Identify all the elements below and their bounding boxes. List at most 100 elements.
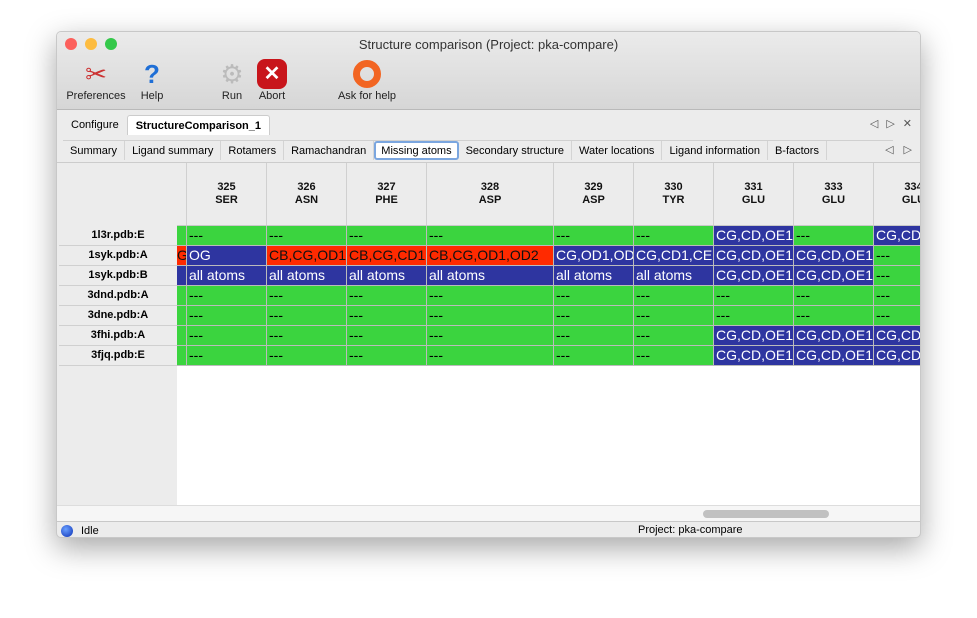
table-cell[interactable]: --- — [634, 286, 714, 306]
table-cell[interactable]: --- — [267, 286, 347, 306]
scrollbar-thumb[interactable] — [703, 510, 829, 518]
table-cell[interactable] — [177, 226, 187, 246]
row-header[interactable]: 1syk.pdb:A — [59, 246, 177, 266]
subtab-prev-icon[interactable]: ◁ — [885, 144, 894, 156]
table-cell[interactable]: --- — [267, 346, 347, 366]
ask-for-help-button[interactable]: Ask for help — [333, 58, 401, 102]
subtab-secondary-structure[interactable]: Secondary structure — [459, 141, 573, 160]
table-cell[interactable]: CG,CD — [874, 326, 920, 346]
row-header[interactable]: 1l3r.pdb:E — [59, 226, 177, 246]
column-header[interactable]: 330 TYR — [634, 163, 714, 226]
column-header[interactable]: 328 ASP — [427, 163, 554, 226]
table-cell[interactable]: --- — [347, 286, 427, 306]
table-cell[interactable]: --- — [634, 306, 714, 326]
table-cell[interactable]: --- — [347, 306, 427, 326]
table-cell[interactable]: --- — [187, 306, 267, 326]
table-cell[interactable]: --- — [347, 346, 427, 366]
table-cell[interactable]: --- — [634, 346, 714, 366]
column-header[interactable]: 333 GLU — [794, 163, 874, 226]
row-header[interactable]: 3fjq.pdb:E — [59, 346, 177, 366]
table-cell[interactable]: --- — [427, 286, 554, 306]
help-button[interactable]: ? Help — [135, 58, 169, 103]
table-cell[interactable]: CG,CD,OE1 — [794, 326, 874, 346]
table-cell[interactable]: --- — [267, 226, 347, 246]
table-cell[interactable]: --- — [634, 326, 714, 346]
table-cell[interactable]: CG,CD,OE1 — [714, 346, 794, 366]
table-cell[interactable]: --- — [187, 226, 267, 246]
table-cell[interactable] — [177, 346, 187, 366]
table-cell[interactable]: CG,OD1,OD — [554, 246, 634, 266]
table-cell[interactable]: --- — [794, 226, 874, 246]
table-cell[interactable]: --- — [187, 286, 267, 306]
minimize-window-button[interactable] — [85, 38, 97, 50]
table-cell[interactable]: all atoms — [347, 266, 427, 286]
subtab-ramachandran[interactable]: Ramachandran — [284, 141, 375, 160]
subtab-water-locations[interactable]: Water locations — [572, 141, 663, 160]
column-header[interactable]: 326 ASN — [267, 163, 347, 226]
table-cell[interactable]: --- — [794, 286, 874, 306]
table-cell[interactable]: --- — [554, 326, 634, 346]
table-cell[interactable]: OG — [187, 246, 267, 266]
tab-configure[interactable]: Configure — [71, 119, 119, 131]
table-cell[interactable]: G — [177, 246, 187, 266]
close-window-button[interactable] — [65, 38, 77, 50]
column-header[interactable]: 327 PHE — [347, 163, 427, 226]
table-cell[interactable] — [177, 326, 187, 346]
table-cell[interactable]: CG,CD — [874, 226, 920, 246]
row-header[interactable]: 3fhi.pdb:A — [59, 326, 177, 346]
table-cell[interactable]: --- — [187, 326, 267, 346]
row-header[interactable]: 3dnd.pdb:A — [59, 286, 177, 306]
subtab-b-factors[interactable]: B-factors — [768, 141, 827, 160]
table-cell[interactable]: --- — [427, 226, 554, 246]
table-cell[interactable] — [177, 286, 187, 306]
close-tab-icon[interactable]: ✕ — [902, 118, 912, 130]
preferences-button[interactable]: ✂ Preferences — [63, 58, 129, 103]
table-cell[interactable]: --- — [427, 346, 554, 366]
table-cell[interactable]: --- — [874, 266, 920, 286]
table-cell[interactable]: all atoms — [187, 266, 267, 286]
subtab-ligand-information[interactable]: Ligand information — [662, 141, 768, 160]
table-cell[interactable]: --- — [554, 286, 634, 306]
table-cell[interactable]: all atoms — [267, 266, 347, 286]
table-cell[interactable]: --- — [267, 306, 347, 326]
abort-button[interactable]: ✕ Abort — [252, 58, 292, 102]
tab-structure-comparison[interactable]: StructureComparison_1 — [126, 115, 271, 135]
table-cell[interactable] — [177, 306, 187, 326]
column-header[interactable]: 331 GLU — [714, 163, 794, 226]
table-cell[interactable]: --- — [874, 286, 920, 306]
table-cell[interactable]: --- — [347, 326, 427, 346]
subtab-ligand-summary[interactable]: Ligand summary — [125, 141, 222, 160]
subtab-next-icon[interactable]: ▷ — [903, 144, 912, 156]
table-cell[interactable]: CB,CG,OD1 — [267, 246, 347, 266]
table-cell[interactable]: --- — [427, 306, 554, 326]
table-cell[interactable]: CG,CD,OE1 — [714, 226, 794, 246]
table-cell[interactable]: CG,CD,OE1 — [794, 266, 874, 286]
subtab-missing-atoms[interactable]: Missing atoms — [374, 141, 459, 160]
table-cell[interactable]: --- — [554, 226, 634, 246]
table-cell[interactable]: all atoms — [634, 266, 714, 286]
run-button[interactable]: ⚙ Run — [215, 58, 249, 103]
zoom-window-button[interactable] — [105, 38, 117, 50]
subtab-rotamers[interactable]: Rotamers — [221, 141, 285, 160]
column-header[interactable]: 325 SER — [187, 163, 267, 226]
table-cell[interactable]: --- — [554, 346, 634, 366]
table-cell[interactable]: --- — [794, 306, 874, 326]
table-cell[interactable]: CG,CD — [874, 346, 920, 366]
table-cell[interactable]: CG,CD1,CE — [634, 246, 714, 266]
table-cell[interactable]: --- — [634, 226, 714, 246]
table-cell[interactable]: --- — [554, 306, 634, 326]
table-cell[interactable]: --- — [267, 326, 347, 346]
table-cell[interactable]: --- — [714, 286, 794, 306]
table-cell[interactable]: CG,CD,OE1 — [794, 346, 874, 366]
column-header[interactable]: 334GLU — [874, 163, 920, 226]
row-header[interactable]: 3dne.pdb:A — [59, 306, 177, 326]
tab-next-icon[interactable]: ▷ — [886, 118, 895, 130]
table-cell[interactable]: CG,CD,OE1 — [794, 246, 874, 266]
table-cell[interactable]: all atoms — [554, 266, 634, 286]
table-cell[interactable]: --- — [714, 306, 794, 326]
table-cell[interactable]: --- — [187, 346, 267, 366]
tab-prev-icon[interactable]: ◁ — [869, 118, 879, 130]
table-cell[interactable]: CB,CG,CD1 — [347, 246, 427, 266]
row-header[interactable]: 1syk.pdb:B — [59, 266, 177, 286]
table-cell[interactable]: --- — [427, 326, 554, 346]
